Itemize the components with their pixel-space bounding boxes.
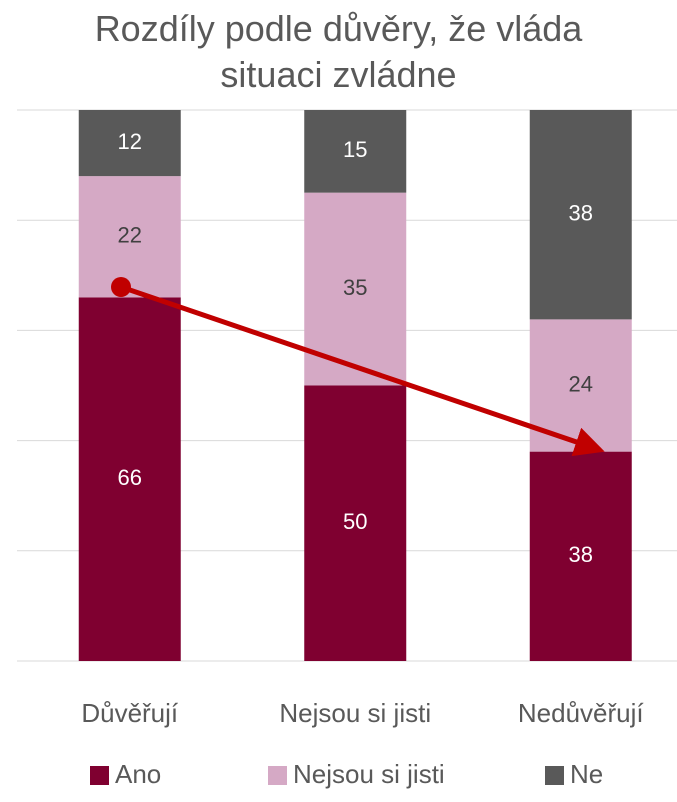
chart-title: Rozdíly podle důvěry, že vláda situaci z… [94, 8, 583, 95]
legend-label: Ne [570, 759, 603, 789]
data-label: 24 [569, 371, 593, 396]
data-label: 35 [343, 275, 367, 300]
legend-label: Ano [115, 759, 161, 789]
data-label: 50 [343, 509, 367, 534]
bar-segment [304, 110, 407, 193]
data-label: 38 [569, 201, 593, 226]
x-tick-label: Nejsou si jisti [279, 698, 431, 728]
bar-segment [304, 385, 407, 661]
bar-segment [78, 297, 181, 661]
legend-swatch [268, 766, 287, 785]
bar-segment [529, 110, 632, 320]
bar-segment [78, 110, 181, 177]
bar-segment [78, 176, 181, 298]
data-label: 12 [118, 129, 142, 154]
x-tick-label: Nedůvěřují [518, 698, 645, 728]
data-label: 22 [118, 223, 142, 248]
x-tick-label: Důvěřují [81, 698, 179, 728]
legend-swatch [545, 766, 564, 785]
legend-label: Nejsou si jisti [293, 759, 445, 789]
data-label: 38 [569, 542, 593, 567]
trend-arrow [120, 284, 605, 457]
data-label: 66 [118, 465, 142, 490]
data-label: 15 [343, 137, 367, 162]
legend-swatch [90, 766, 109, 785]
bar-segment [529, 451, 632, 661]
